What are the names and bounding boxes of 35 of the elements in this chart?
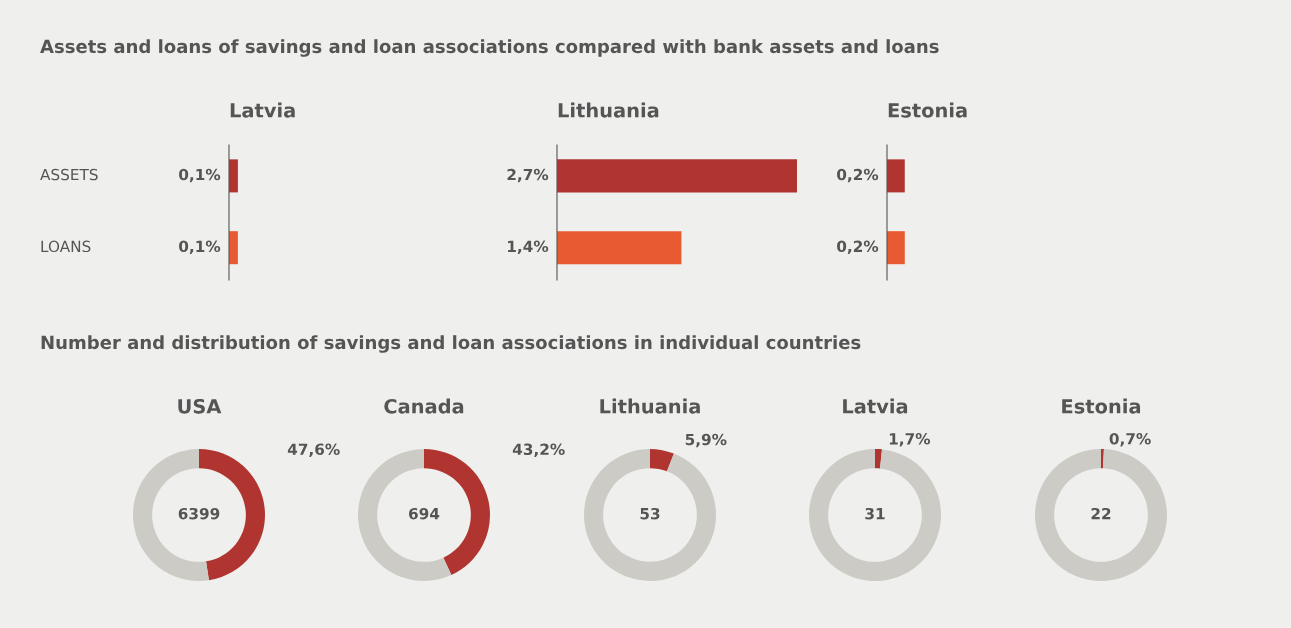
text: 694 [409, 507, 440, 520]
chart-title: Lithuania [558, 102, 659, 118]
data-label: 0,2% [837, 168, 879, 183]
data-label: 0,2% [837, 240, 879, 255]
y-tick-label: ASSETS [40, 168, 98, 181]
chart-title: USA [178, 398, 222, 414]
donut-slice [650, 449, 674, 472]
text: Number and distribution of savings and loan associations in individual countries [41, 335, 861, 353]
chart-title: Lithuania [600, 398, 700, 414]
data-label: 1,7% [889, 433, 931, 447]
donut-slice [875, 449, 883, 469]
donut-slice [1101, 449, 1104, 469]
data-label: 1,4% [508, 240, 549, 255]
donut-slice [584, 449, 716, 581]
donut-slice [809, 449, 941, 581]
text: Assets and loans of savings and loan associations compared with bank assets and loans [40, 39, 939, 57]
data-label: 5,9% [685, 433, 727, 448]
chart-title: Estonia [1062, 398, 1141, 414]
chart-title: Latvia [843, 398, 908, 414]
chart-title: Estonia [888, 102, 967, 118]
data-label: 43,2% [512, 443, 565, 457]
data-label: 0,7% [1109, 432, 1151, 447]
chart-title: Canada [384, 398, 464, 414]
text: 53 [640, 507, 660, 520]
chart-title: Latvia [230, 102, 295, 118]
text: 6399 [178, 507, 220, 520]
donut-slice [1035, 449, 1167, 581]
y-tick-label: LOANS [41, 240, 91, 253]
text: 22 [1091, 507, 1111, 520]
donut-slice [358, 449, 452, 581]
text: 31 [865, 507, 885, 520]
data-label: 0,1% [179, 168, 221, 183]
data-label: 47,6% [287, 443, 340, 457]
data-label: 0,1% [179, 240, 221, 255]
data-label: 2,7% [507, 168, 549, 183]
